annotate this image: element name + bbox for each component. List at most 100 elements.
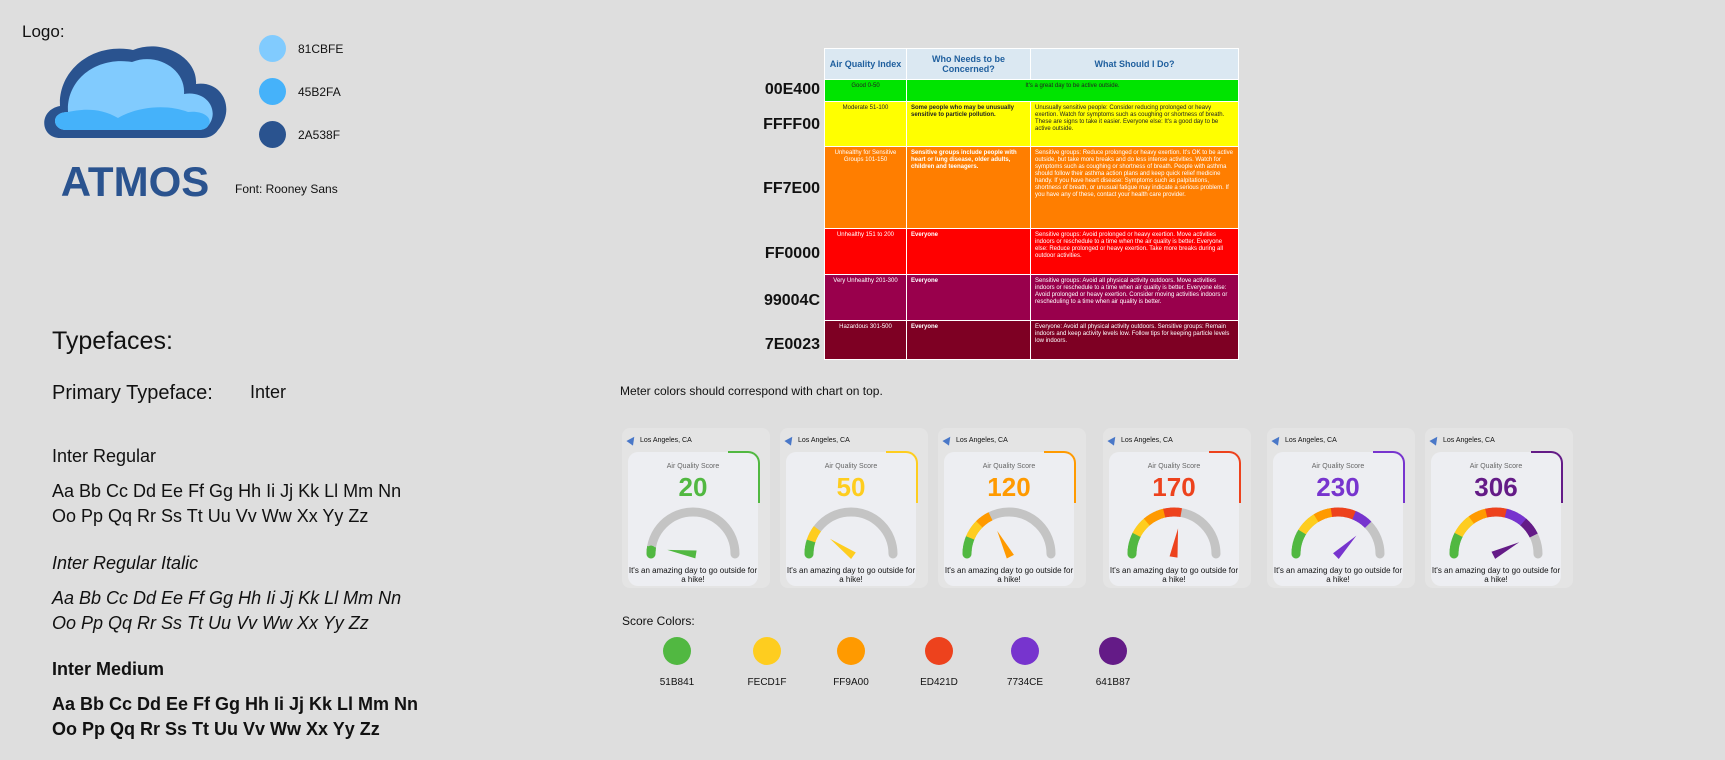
- air-quality-score-label: Air Quality Score: [1469, 463, 1523, 470]
- aqi-hex-label: FFFF00: [763, 115, 820, 133]
- location: Los Angeles, CA: [784, 434, 850, 446]
- card-accent: [1044, 451, 1076, 503]
- location: Los Angeles, CA: [1271, 434, 1337, 446]
- atmos-logo: ATMOS: [44, 46, 227, 200]
- card-inner: Air Quality Score 50 It's an amazing day t…: [786, 451, 918, 586]
- aqi-row: Good 0-50 It's a great day to be active o…: [824, 79, 1239, 102]
- score-color-swatch: [1011, 637, 1039, 665]
- logo-swatches: 81CBFE 45B2FA 2A538F: [259, 35, 343, 164]
- cloud-icon: [44, 46, 227, 138]
- primary-typeface-name: Inter: [250, 382, 287, 402]
- gauge-fill-segment: [1362, 518, 1372, 528]
- location-arrow-icon: [1271, 434, 1283, 446]
- gauge-needle: [997, 530, 1014, 559]
- gauge-fill-segment: [984, 512, 993, 523]
- card-accent: [728, 451, 760, 503]
- gauge-meter: [1291, 507, 1385, 559]
- swatch-row: 45B2FA: [259, 78, 343, 105]
- aqi-index-cell: Good 0-50: [824, 79, 907, 102]
- air-quality-score-label: Air Quality Score: [982, 463, 1036, 470]
- location-arrow-icon: [942, 434, 954, 446]
- meter-note: Meter colors should correspond with char…: [620, 384, 883, 398]
- score-color-swatch: [753, 637, 781, 665]
- aqi-who-cell: Everyone: [906, 320, 1031, 360]
- aqi-row: Unhealthy 151 to 200 Everyone Sensitive gr…: [824, 228, 1239, 275]
- color-swatch: [259, 121, 286, 148]
- location-text: Los Angeles, CA: [1121, 436, 1173, 444]
- air-quality-score-value: 50: [836, 472, 866, 502]
- air-quality-score-value: 120: [987, 472, 1031, 502]
- location-text: Los Angeles, CA: [1443, 436, 1495, 444]
- sample-line: Aa Bb Cc Dd Ee Ff Gg Hh Ii Jj Kk Ll Mm N…: [52, 694, 419, 714]
- style-name-italic: Inter Regular Italic: [52, 553, 199, 573]
- score-colors-label: Score Colors:: [622, 614, 695, 628]
- card-accent: [1531, 451, 1563, 503]
- typefaces-heading: Typefaces:: [52, 327, 173, 355]
- aqi-who-cell: Sensitive groups include people with hea…: [906, 146, 1031, 229]
- aqi-table: Air Quality Index Who Needs to be Concer…: [824, 48, 1239, 360]
- gauge-meter: [1127, 507, 1221, 559]
- score-color-hex: 641B87: [1095, 677, 1131, 688]
- air-quality-card[interactable]: Los Angeles, CA Air Quality Score 230 It's …: [1267, 428, 1415, 588]
- gauge-meter: [646, 507, 740, 559]
- air-quality-score-label: Air Quality Score: [666, 463, 720, 470]
- air-quality-card[interactable]: Los Angeles, CA Air Quality Score 120 It's …: [938, 428, 1086, 588]
- card-inner: Air Quality Score 170 It's an amazing day …: [1109, 451, 1241, 586]
- aqi-hex-label: 99004C: [763, 292, 820, 309]
- color-swatch: [259, 35, 286, 62]
- swatch-hex: 45B2FA: [298, 84, 341, 99]
- card-message: It's an amazing day to go outside for a …: [944, 566, 1074, 584]
- score-color-hex: ED421D: [920, 677, 958, 688]
- location-text: Los Angeles, CA: [956, 436, 1008, 444]
- aqi-what-cell: Sensitive groups: Avoid prolonged or hea…: [1030, 228, 1239, 275]
- aqi-row: Moderate 51-100 Some people who may be un…: [824, 101, 1239, 147]
- header-what-to-do: What Should I Do?: [1030, 48, 1239, 80]
- air-quality-card[interactable]: Los Angeles, CA Air Quality Score 170 It's …: [1103, 428, 1251, 588]
- swatch-hex: 2A538F: [298, 127, 341, 142]
- gauge-fill-segment: [1527, 529, 1538, 538]
- sample-line: Oo Pp Qq Rr Ss Tt Uu Vv Ww Xx Yy Zz: [52, 506, 369, 526]
- air-quality-card[interactable]: Los Angeles, CA Air Quality Score 20 It's a…: [622, 428, 770, 588]
- font-note: Font: Rooney Sans: [235, 182, 338, 196]
- score-color-hex: 7734CE: [1006, 677, 1044, 688]
- aqi-hex-label: FF7E00: [763, 180, 820, 197]
- gauge-track: [804, 507, 898, 559]
- card-inner: Air Quality Score 230 It's an amazing day …: [1273, 451, 1405, 586]
- card-message: It's an amazing day to go outside for a …: [1273, 566, 1403, 584]
- location: Los Angeles, CA: [626, 434, 692, 446]
- style-name-medium: Inter Medium: [52, 659, 165, 679]
- aqi-who-cell: Everyone: [906, 274, 1031, 321]
- aqi-index-cell: Moderate 51-100: [824, 101, 907, 147]
- sample-line: Oo Pp Qq Rr Ss Tt Uu Vv Ww Xx Yy Zz: [52, 719, 380, 739]
- air-quality-score-value: 306: [1474, 472, 1518, 502]
- logo-wordmark: ATMOS: [61, 158, 210, 200]
- aqi-row: Unhealthy for Sensitive Groups 101-150 Se…: [824, 146, 1239, 229]
- air-quality-card[interactable]: Los Angeles, CA Air Quality Score 306 It's …: [1425, 428, 1573, 588]
- aqi-who-cell: Everyone: [906, 228, 1031, 275]
- aqi-who-cell: Some people who may be unusually sensiti…: [906, 101, 1031, 147]
- aqi-hex-label: 7E0023: [764, 335, 820, 353]
- score-color-hex: FECD1F: [747, 677, 787, 688]
- score-color-swatch: [663, 637, 691, 665]
- card-message: It's an amazing day to go outside for a …: [786, 566, 916, 584]
- location-arrow-icon: [1429, 434, 1441, 446]
- gauge-needle: [1333, 535, 1357, 559]
- gauge-needle: [1491, 542, 1520, 559]
- score-color-hex: 51B841: [659, 677, 695, 688]
- location-text: Los Angeles, CA: [640, 436, 692, 444]
- aqi-index-cell: Hazardous 301-500: [824, 320, 907, 360]
- header-air-quality-index: Air Quality Index: [824, 48, 907, 80]
- air-quality-score-value: 20: [678, 472, 708, 502]
- gauge-needle: [829, 538, 856, 559]
- air-quality-score-label: Air Quality Score: [1147, 463, 1201, 470]
- location: Los Angeles, CA: [1107, 434, 1173, 446]
- gauge-track: [646, 507, 740, 559]
- aqi-what-cell: Sensitive groups: Avoid all physical act…: [1030, 274, 1239, 321]
- air-quality-card[interactable]: Los Angeles, CA Air Quality Score 50 It's a…: [780, 428, 928, 588]
- card-message: It's an amazing day to go outside for a …: [1109, 566, 1239, 584]
- aqi-what-cell: Sensitive groups: Reduce prolonged or he…: [1030, 146, 1239, 229]
- sample-italic: Aa Bb Cc Dd Ee Ff Gg Hh Ii Jj Kk Ll Mm N…: [52, 586, 452, 636]
- location: Los Angeles, CA: [1429, 434, 1495, 446]
- sample-regular: Aa Bb Cc Dd Ee Ff Gg Hh Ii Jj Kk Ll Mm N…: [52, 479, 452, 529]
- style-name-regular: Inter Regular: [52, 446, 157, 466]
